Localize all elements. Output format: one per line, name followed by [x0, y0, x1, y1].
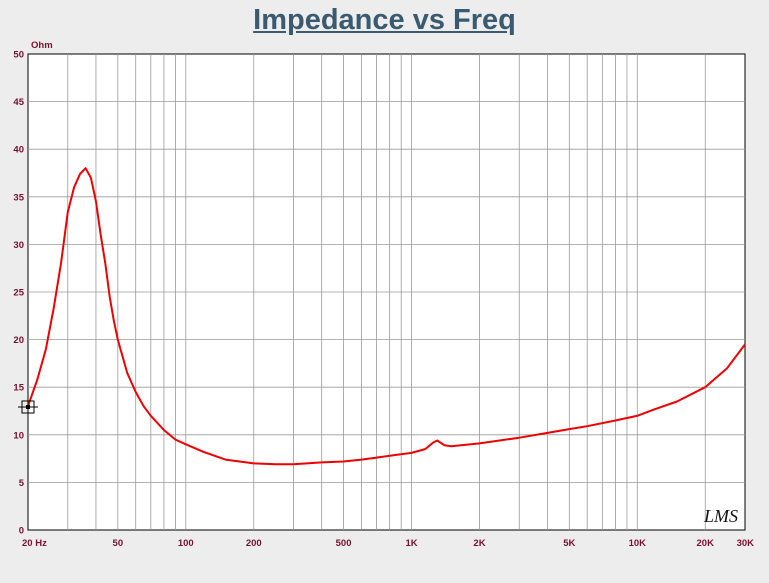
grid — [28, 54, 745, 530]
x-tick-label: 20 Hz — [22, 538, 47, 549]
chart-title: Impedance vs Freq — [253, 4, 516, 36]
x-tick-label: 5K — [563, 538, 575, 549]
x-tick-label: 1K — [405, 538, 417, 549]
x-tick-label: 10K — [629, 538, 647, 549]
crosshair-cursor-icon[interactable] — [18, 397, 38, 417]
y-tick-label: 0 — [19, 526, 24, 537]
y-tick-label: 30 — [13, 240, 24, 251]
y-tick-label: 25 — [13, 288, 24, 299]
y-tick-label: 10 — [13, 430, 24, 441]
x-tick-label: 500 — [336, 538, 352, 549]
y-axis-unit: Ohm — [31, 40, 53, 51]
x-tick-label: 200 — [246, 538, 262, 549]
x-axis-ticks: 20 Hz 50 100 200 500 1K 2K 5K 10K 20K 30K — [22, 538, 754, 549]
x-tick-label: 100 — [178, 538, 194, 549]
x-tick-label: 20K — [697, 538, 715, 549]
y-tick-label: 35 — [13, 192, 24, 203]
y-tick-label: 50 — [13, 50, 24, 61]
x-tick-label: 2K — [473, 538, 485, 549]
y-tick-label: 20 — [13, 335, 24, 346]
series-group — [27, 167, 746, 466]
y-tick-label: 5 — [19, 478, 25, 489]
lms-logo: LMS — [703, 506, 738, 526]
y-axis-ticks: 0 5 10 15 20 25 30 35 40 45 50 — [13, 50, 24, 537]
y-tick-label: 45 — [13, 97, 24, 108]
x-tick-label: 50 — [113, 538, 124, 549]
y-tick-label: 40 — [13, 145, 24, 156]
impedance-series-line — [27, 167, 746, 466]
y-tick-label: 15 — [13, 383, 24, 394]
x-tick-label: 30K — [737, 538, 755, 549]
